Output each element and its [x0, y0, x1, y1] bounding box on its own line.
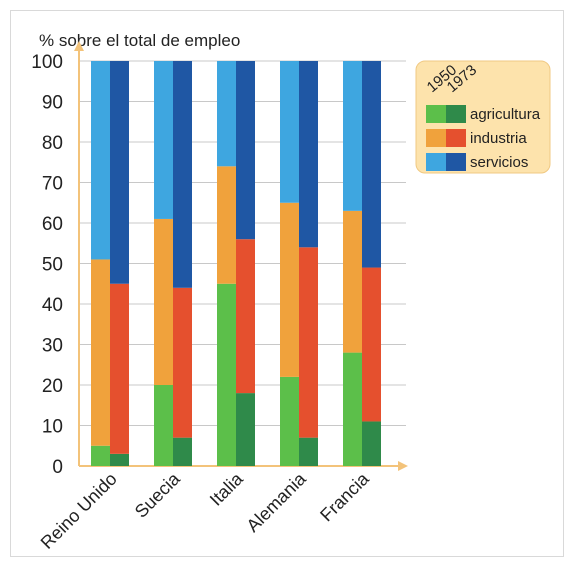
bar-alemania-1950-agricultura: [280, 376, 299, 466]
bar-suecia-1973-agricultura: [173, 437, 192, 466]
legend-label-industria: industria: [470, 130, 527, 147]
y-tick-label-0: 0: [52, 457, 63, 478]
bar-italia-1950-industria: [217, 166, 236, 284]
y-tick-label-70: 70: [42, 174, 63, 195]
x-tick-label-alemania: Alemania: [243, 468, 311, 536]
bar-italia-1973-servicios: [236, 61, 255, 240]
bar-reino-unido-1973-servicios: [110, 61, 129, 284]
bar-suecia-1973-servicios: [173, 61, 192, 288]
bar-italia-1950-servicios: [217, 61, 236, 167]
bar-italia-1950-agricultura: [217, 283, 236, 466]
bar-alemania-1973-industria: [299, 247, 318, 438]
x-tick-label-suecia: Suecia: [131, 468, 185, 522]
legend-swatch-servicios-1950: [426, 153, 446, 171]
y-tick-label-30: 30: [42, 336, 63, 357]
legend-swatch-industria-1973: [446, 129, 466, 147]
bar-alemania-1973-agricultura: [299, 437, 318, 466]
bar-italia-1973-agricultura: [236, 393, 255, 466]
y-tick-label-80: 80: [42, 133, 63, 154]
bar-suecia-1973-industria: [173, 287, 192, 438]
y-tick-label-40: 40: [42, 295, 63, 316]
bar-reino-unido-1950-servicios: [91, 61, 110, 260]
legend-label-servicios: servicios: [470, 154, 528, 171]
y-tick-label-50: 50: [42, 255, 63, 276]
bar-francia-1973-agricultura: [362, 421, 381, 466]
y-tick-label-10: 10: [42, 417, 63, 438]
y-tick-label-100: 100: [31, 52, 63, 73]
bar-francia-1973-industria: [362, 267, 381, 422]
bar-francia-1973-servicios: [362, 61, 381, 268]
legend-label-agricultura: agricultura: [470, 106, 541, 123]
bar-francia-1950-agricultura: [343, 352, 362, 466]
x-tick-label-francia: Francia: [316, 468, 373, 525]
bar-reino-unido-1950-industria: [91, 259, 110, 446]
y-tick-label-20: 20: [42, 376, 63, 397]
y-tick-label-60: 60: [42, 214, 63, 235]
x-axis-arrow: [398, 461, 408, 471]
bar-suecia-1950-agricultura: [154, 385, 173, 466]
bar-alemania-1950-servicios: [280, 61, 299, 203]
bar-francia-1950-servicios: [343, 61, 362, 211]
chart-frame: % sobre el total de empleo 0 10 20 30 40 50 60…: [10, 10, 564, 557]
bar-suecia-1950-industria: [154, 218, 173, 385]
bar-francia-1950-industria: [343, 210, 362, 353]
bar-italia-1973-industria: [236, 239, 255, 394]
bar-alemania-1950-industria: [280, 202, 299, 377]
y-axis-label: % sobre el total de empleo: [39, 31, 241, 50]
bar-reino-unido-1950-agricultura: [91, 445, 110, 466]
stacked-bar-chart: 0 10 20 30 40 50 60 70 80 90 100 Reino Unido Suecia I…: [31, 41, 551, 553]
bar-alemania-1973-servicios: [299, 61, 318, 248]
legend-swatch-agricultura-1973: [446, 105, 466, 123]
x-tick-label-reino-unido: Reino Unido: [37, 469, 121, 553]
legend-swatch-agricultura-1950: [426, 105, 446, 123]
bar-reino-unido-1973-industria: [110, 283, 129, 454]
legend-swatch-servicios-1973: [446, 153, 466, 171]
y-tick-label-90: 90: [42, 93, 63, 114]
bar-suecia-1950-servicios: [154, 61, 173, 219]
x-tick-label-italia: Italia: [206, 468, 248, 510]
legend-swatch-industria-1950: [426, 129, 446, 147]
bar-reino-unido-1973-agricultura: [110, 453, 129, 466]
y-axis-arrow: [74, 41, 84, 51]
